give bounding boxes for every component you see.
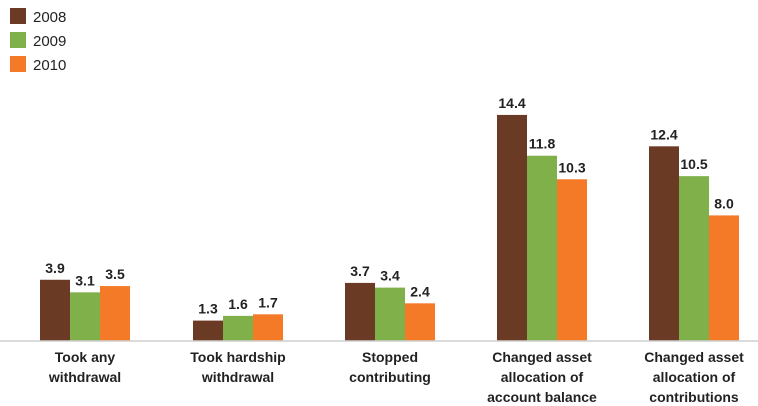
category-label-0-line-0: Took any [55, 349, 116, 365]
bar-2008-2 [345, 282, 375, 341]
bar-2008-3 [497, 114, 527, 341]
bar-2010-1 [253, 314, 283, 341]
category-label-0-line-1: withdrawal [48, 369, 121, 385]
bar-2010-2 [405, 303, 435, 341]
legend-label-2008: 2008 [33, 9, 66, 26]
bar-2008-4 [649, 146, 679, 341]
legend-swatch-2009 [10, 32, 26, 48]
category-label-4-line-2: contributions [649, 389, 739, 405]
legend-swatch-2008 [10, 8, 26, 24]
value-label-2009-1: 1.6 [228, 296, 248, 312]
legend-label-2009: 2009 [33, 33, 66, 50]
value-label-2008-2: 3.7 [350, 263, 370, 279]
category-label-3-line-1: allocation of [501, 369, 584, 385]
bar-2009-1 [223, 315, 253, 341]
category-labels-group: Took any withdrawal Took hardship withdrawa… [48, 349, 744, 405]
value-label-2008-3: 14.4 [498, 95, 525, 111]
bars-group [40, 114, 739, 341]
category-label-3-line-0: Changed asset [492, 349, 592, 365]
bar-2009-3 [527, 155, 557, 341]
category-label-1-line-1: withdrawal [201, 369, 274, 385]
category-label-4-line-0: Changed asset [644, 349, 744, 365]
category-label-2-line-0: Stopped [362, 349, 418, 365]
value-labels-group: 3.9 3.1 3.5 1.3 1.6 1.7 3.7 3.4 2.4 14.4 11.810.3 1… [45, 95, 734, 317]
value-label-2010-4: 8.0 [714, 195, 734, 211]
value-label-2010-0: 3.5 [105, 266, 125, 282]
value-label-2008-0: 3.9 [45, 260, 65, 276]
category-label-1-line-0: Took hardship [190, 349, 285, 365]
value-label-2010-3: 10.3 [558, 159, 585, 175]
bar-2010-4 [709, 215, 739, 341]
legend: 2008 2009 2010 [10, 8, 66, 74]
value-label-2009-2: 3.4 [380, 268, 400, 284]
bar-2008-0 [40, 279, 70, 341]
value-label-2010-2: 2.4 [410, 283, 430, 299]
legend-label-2010: 2010 [33, 57, 66, 74]
category-label-3-line-2: account balance [487, 389, 597, 405]
bar-2010-3 [557, 179, 587, 341]
bar-2010-0 [100, 286, 130, 341]
legend-swatch-2010 [10, 56, 26, 72]
bar-2008-1 [193, 320, 223, 341]
value-label-2009-0: 3.1 [75, 272, 95, 288]
value-label-2008-1: 1.3 [198, 301, 218, 317]
category-label-4-line-1: allocation of [653, 369, 736, 385]
category-label-2-line-1: contributing [349, 369, 431, 385]
value-label-2009-3: 11.8 [529, 136, 556, 152]
bar-2009-0 [70, 292, 100, 341]
value-label-2009-4: 10.5 [680, 156, 707, 172]
value-label-2008-4: 12.4 [650, 126, 677, 142]
value-label-2010-1: 1.7 [258, 294, 278, 310]
bar-2009-4 [679, 176, 709, 341]
bar-2009-2 [375, 287, 405, 341]
